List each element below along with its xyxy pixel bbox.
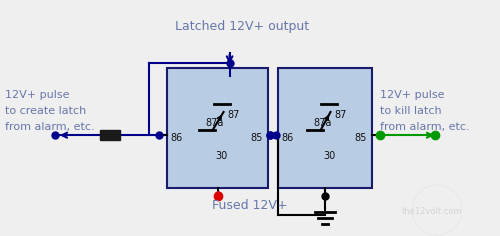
Text: 87a: 87a [206, 118, 224, 128]
Text: to create latch: to create latch [5, 106, 86, 116]
Text: 87: 87 [334, 110, 347, 120]
Text: 86: 86 [170, 133, 182, 143]
Text: 86: 86 [281, 133, 293, 143]
Text: 12V+ pulse: 12V+ pulse [5, 90, 70, 100]
Bar [100, 130, 120, 140]
Text: 85: 85 [250, 133, 262, 143]
Bar [278, 68, 372, 188]
Bar [167, 68, 268, 188]
Text: the12volt.com: the12volt.com [402, 207, 462, 216]
Text: 12V+ pulse: 12V+ pulse [380, 90, 444, 100]
Text: from alarm, etc.: from alarm, etc. [5, 122, 94, 132]
Text: Latched 12V+ output: Latched 12V+ output [175, 20, 309, 33]
Text: 30: 30 [216, 152, 228, 161]
Text: 87a: 87a [314, 118, 332, 128]
Text: 85: 85 [354, 133, 366, 143]
Text: 87: 87 [228, 110, 240, 120]
Text: Fused 12V+: Fused 12V+ [212, 199, 288, 212]
Text: 30: 30 [323, 152, 335, 161]
Text: to kill latch: to kill latch [380, 106, 442, 116]
Text: from alarm, etc.: from alarm, etc. [380, 122, 470, 132]
